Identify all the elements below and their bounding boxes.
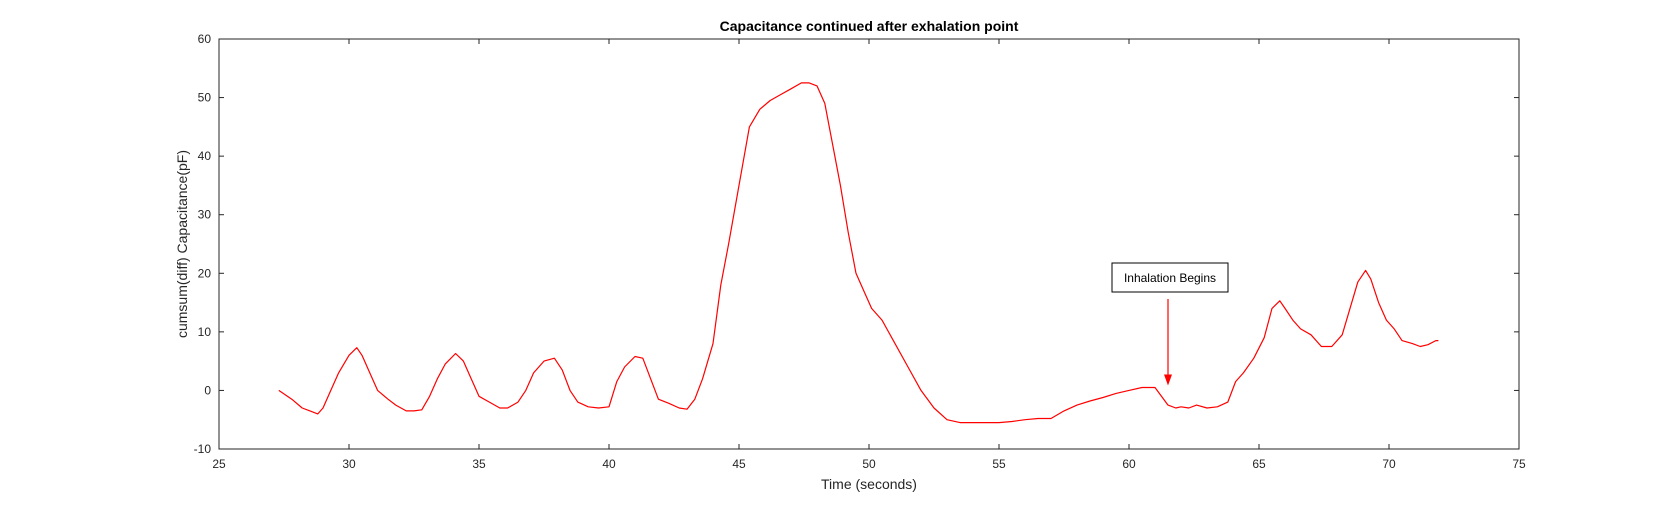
x-tick-label: 60 (1122, 457, 1136, 471)
tick-labels: 25 30 35 40 45 50 55 60 65 70 75 -10 0 10 20 30 40 50 60 (194, 32, 1526, 471)
x-tick-label: 70 (1382, 457, 1396, 471)
plot-box (218, 38, 1520, 450)
x-tick-label: 35 (472, 457, 486, 471)
y-tick-label: 30 (198, 208, 212, 222)
plot-area (219, 39, 1519, 449)
annotation-arrowhead (1164, 374, 1172, 386)
x-tick-label: 30 (342, 457, 356, 471)
y-tick-label: 60 (198, 32, 212, 46)
x-axis-label: Time (seconds) (821, 476, 917, 492)
series-line (278, 82, 1439, 424)
x-tick-label: 50 (862, 457, 876, 471)
annotation: Inhalation Begins (1111, 262, 1229, 386)
annotation-label: Inhalation Begins (1124, 271, 1216, 285)
x-tick-label: 75 (1512, 457, 1526, 471)
y-tick-label: 40 (198, 149, 212, 163)
x-tick-label: 45 (732, 457, 746, 471)
x-tick-label: 65 (1252, 457, 1266, 471)
y-tick-label: 0 (204, 383, 211, 397)
y-tick-label: 10 (198, 325, 212, 339)
x-tick-label: 25 (212, 457, 226, 471)
y-axis-label: cumsum(diff) Capacitance(pF) (174, 150, 190, 338)
x-tick-label: 40 (602, 457, 616, 471)
x-tick-label: 55 (992, 457, 1006, 471)
y-tick-label: 20 (198, 266, 212, 280)
chart-title: Capacitance continued after exhalation p… (720, 18, 1019, 34)
y-tick-label: 50 (198, 91, 212, 105)
annotation-box (1111, 262, 1229, 293)
y-tick-label: -10 (194, 442, 212, 456)
